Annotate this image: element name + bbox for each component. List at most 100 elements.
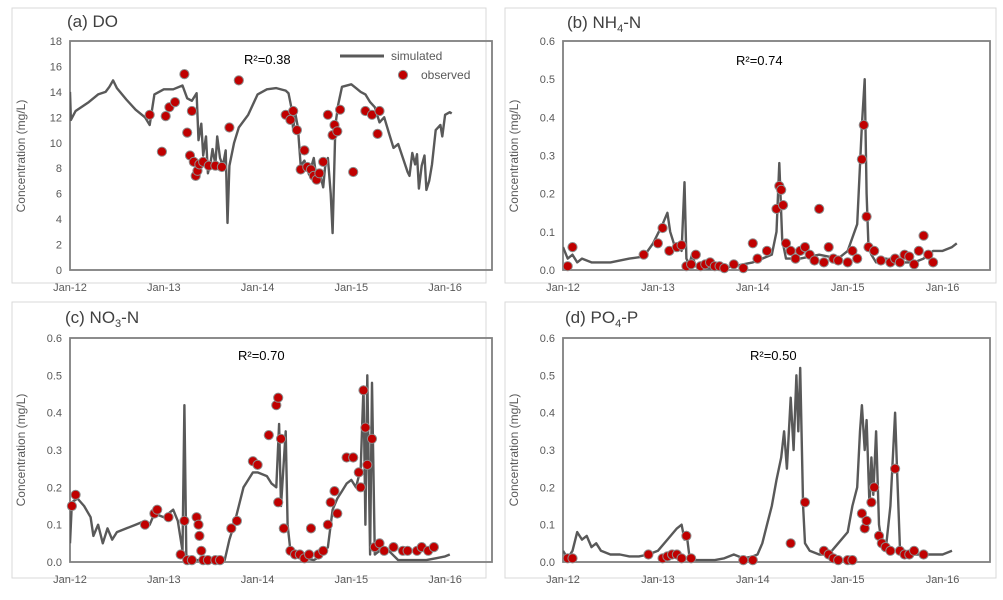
y-tick-label: 2 [56, 240, 62, 252]
x-tick-label: Jan-14 [241, 574, 275, 586]
chart-border [504, 301, 997, 579]
observed-point [216, 161, 227, 173]
observed-point [288, 105, 299, 117]
observed-point [214, 555, 226, 566]
observed-point [904, 251, 915, 262]
observed-point [372, 128, 383, 139]
y-tick-label: 4 [56, 214, 62, 226]
observed-point [335, 104, 346, 115]
y-axis-label: Concentration (mg/L) [14, 394, 28, 507]
x-tick-label: Jan-13 [641, 574, 675, 586]
y-axis-label: Concentration (mg/L) [507, 100, 521, 213]
y-tick-label: 0.1 [47, 520, 62, 532]
observed-point [562, 261, 573, 272]
observed-point [160, 111, 171, 122]
observed-point [226, 523, 237, 534]
y-tick-label: 0.0 [47, 557, 62, 569]
panel-title: (b) NH4-N [567, 13, 641, 35]
panel-title: (a) DO [67, 12, 118, 31]
legend-simulated-label: simulated [391, 49, 442, 63]
observed-point [329, 486, 340, 497]
x-tick-label: Jan-14 [736, 574, 770, 586]
observed-point [856, 154, 868, 165]
observed-point [776, 184, 787, 195]
panel-c: 0.0 0.1 0.2 0.3 0.4 0.5 0.6 Jan-12 Jan-13 Jan-14 J… [11, 301, 493, 586]
y-tick-label: 0.4 [540, 112, 555, 124]
y-tick-label: 0.0 [540, 265, 555, 277]
observed-point [676, 240, 687, 251]
observed-point [790, 253, 801, 264]
observed-point [252, 459, 263, 470]
panel-title-prefix: (b) NH [567, 13, 617, 32]
observed-point [186, 105, 197, 117]
observed-point [278, 523, 289, 534]
panel-title-subscript: 3 [115, 318, 121, 330]
y-tick-label: 14 [50, 87, 62, 99]
observed-series [66, 385, 439, 566]
observed-point [738, 263, 749, 274]
observed-point [291, 125, 302, 136]
panel-title-subscript: 4 [615, 318, 621, 330]
observed-point [847, 555, 858, 566]
x-tick-label: Jan-15 [831, 282, 865, 294]
observed-point [314, 168, 325, 179]
observed-point [379, 545, 390, 556]
y-tick-label: 0.3 [540, 151, 555, 163]
observed-point [348, 166, 359, 178]
observed-point [156, 146, 167, 157]
chart-border [504, 7, 997, 284]
x-tick-label: Jan-16 [926, 574, 960, 586]
x-tick-label: Jan-16 [926, 282, 960, 294]
y-tick-label: 6 [56, 189, 62, 201]
observed-point [799, 497, 811, 508]
observed-point [332, 508, 343, 519]
observed-series [562, 119, 939, 274]
observed-point [231, 515, 242, 527]
chart-border [11, 7, 487, 284]
observed-point [869, 245, 880, 256]
panel-b: 0.0 0.1 0.2 0.3 0.4 0.5 0.6 Jan-12 Jan-13 Jan-14 J… [504, 7, 997, 294]
x-tick-label: Jan-13 [147, 282, 181, 294]
y-tick-label: 8 [56, 163, 62, 175]
observed-point [681, 530, 692, 542]
observed-point [163, 512, 174, 523]
observed-point [833, 555, 844, 566]
observed-point [144, 109, 155, 120]
observed-point [785, 538, 796, 549]
observed-point [676, 553, 687, 564]
observed-point [686, 259, 697, 270]
observed-point [652, 238, 664, 249]
observed-point [752, 253, 763, 264]
y-tick-label: 0.3 [540, 445, 555, 457]
plot-area [69, 337, 493, 563]
r-squared-label: R²=0.50 [750, 348, 797, 363]
observed-point [866, 497, 877, 508]
observed-point [885, 545, 896, 556]
observed-point [186, 555, 197, 566]
x-tick-label: Jan-12 [546, 282, 580, 294]
observed-series [144, 69, 385, 185]
observed-point [738, 555, 749, 566]
observed-point [643, 549, 654, 560]
observed-point [638, 249, 649, 260]
y-tick-label: 0.0 [540, 557, 555, 569]
panel-a: 0 2 4 6 8 10 12 14 16 18 Jan-12 Jan-13 Jan-14 Jan-15 J… [11, 7, 493, 294]
observed-point [842, 257, 853, 268]
observed-point [567, 553, 578, 564]
observed-point [374, 105, 385, 117]
observed-point [923, 249, 934, 260]
x-tick-label: Jan-12 [546, 574, 580, 586]
y-tick-label: 0.2 [540, 189, 555, 201]
observed-point [861, 515, 872, 527]
panel-title: (c) NO3-N [65, 308, 139, 330]
r-squared-label: R²=0.38 [244, 52, 291, 67]
observed-point [193, 519, 204, 530]
observed-point [362, 459, 373, 470]
x-tick-label: Jan-12 [53, 282, 87, 294]
observed-point [567, 242, 578, 253]
observed-point [913, 245, 924, 256]
y-tick-label: 0.6 [47, 333, 62, 345]
observed-point [70, 489, 81, 500]
observed-point [196, 545, 207, 556]
